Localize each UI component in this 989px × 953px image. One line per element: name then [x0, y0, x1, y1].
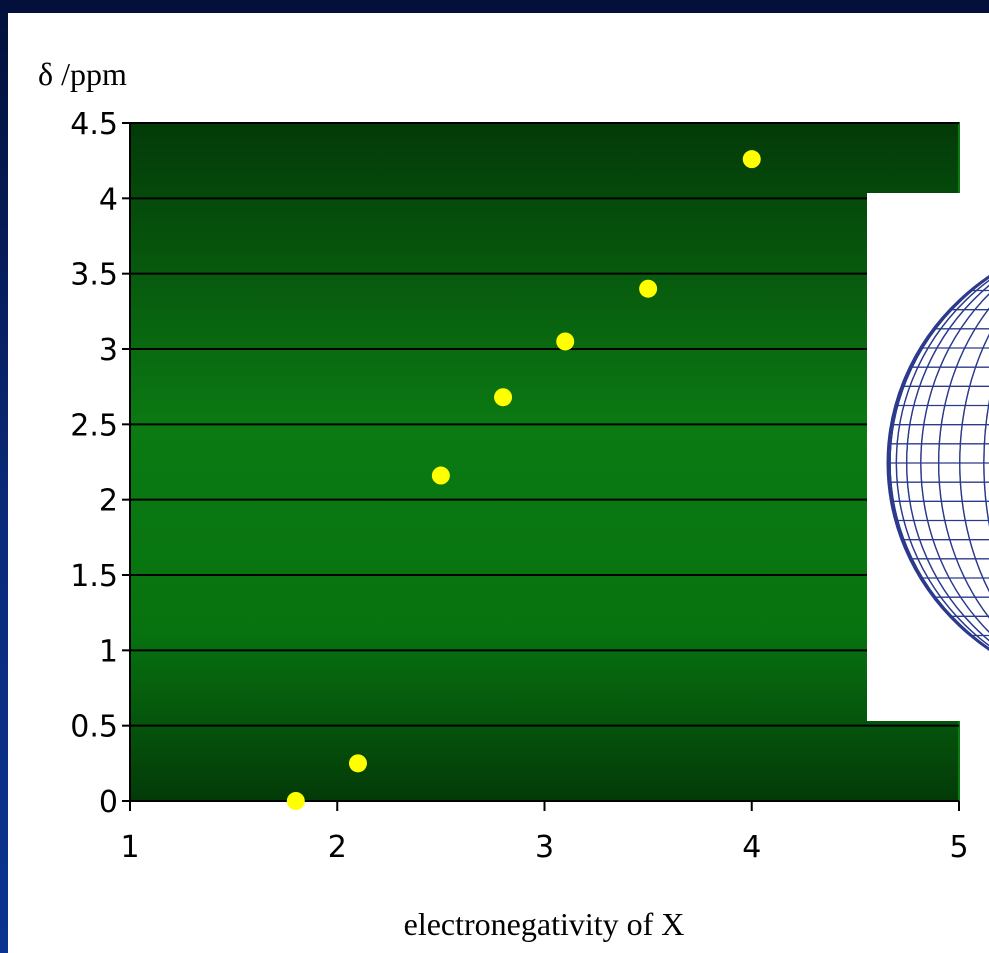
x-tick-label: 4 — [742, 830, 761, 865]
x-tick-label: 1 — [120, 830, 139, 865]
y-tick-label: 3.5 — [70, 258, 118, 293]
x-tick-label: 5 — [949, 830, 968, 865]
y-tick-label: 1.5 — [70, 559, 118, 594]
inset-image — [867, 193, 989, 721]
y-tick-label: 4.5 — [70, 107, 118, 142]
data-point — [494, 388, 513, 407]
data-point — [556, 332, 575, 351]
data-point — [431, 466, 450, 485]
scatter-chart: 0 0.5 1 1.5 2 2.5 3 3.5 4 4.5 1 2 3 4 5 δ /ppm electr… — [38, 56, 989, 942]
x-axis-title: electronegativity of X — [404, 906, 685, 942]
y-tick-label: 0 — [99, 785, 118, 820]
data-points — [286, 150, 761, 810]
y-tick-label: 2.5 — [70, 408, 118, 443]
x-tick-label: 2 — [328, 830, 347, 865]
data-point — [348, 754, 367, 773]
x-tick-label: 3 — [535, 830, 554, 865]
y-axis-title: δ /ppm — [38, 56, 127, 92]
y-tick-label: 1 — [99, 634, 118, 669]
y-tick-label: 0.5 — [70, 710, 118, 745]
data-point — [742, 150, 761, 169]
chart-panel: 0 0.5 1 1.5 2 2.5 3 3.5 4 4.5 1 2 3 4 5 δ /ppm electr… — [8, 13, 989, 953]
mesh-outline — [886, 275, 989, 651]
y-tick-labels: 0 0.5 1 1.5 2 2.5 3 3.5 4 4.5 — [70, 107, 118, 820]
y-tick-label: 2 — [99, 484, 118, 519]
grid-lines — [130, 122, 959, 727]
axes — [122, 122, 960, 811]
y-tick-label: 3 — [99, 333, 118, 368]
y-tick-label: 4 — [99, 182, 118, 217]
data-point — [639, 279, 658, 298]
wireframe-sphere-icon — [886, 275, 989, 651]
data-point — [286, 792, 305, 810]
plot-area — [130, 123, 959, 801]
x-tick-labels: 1 2 3 4 5 — [120, 830, 968, 865]
inset-background — [867, 193, 989, 721]
